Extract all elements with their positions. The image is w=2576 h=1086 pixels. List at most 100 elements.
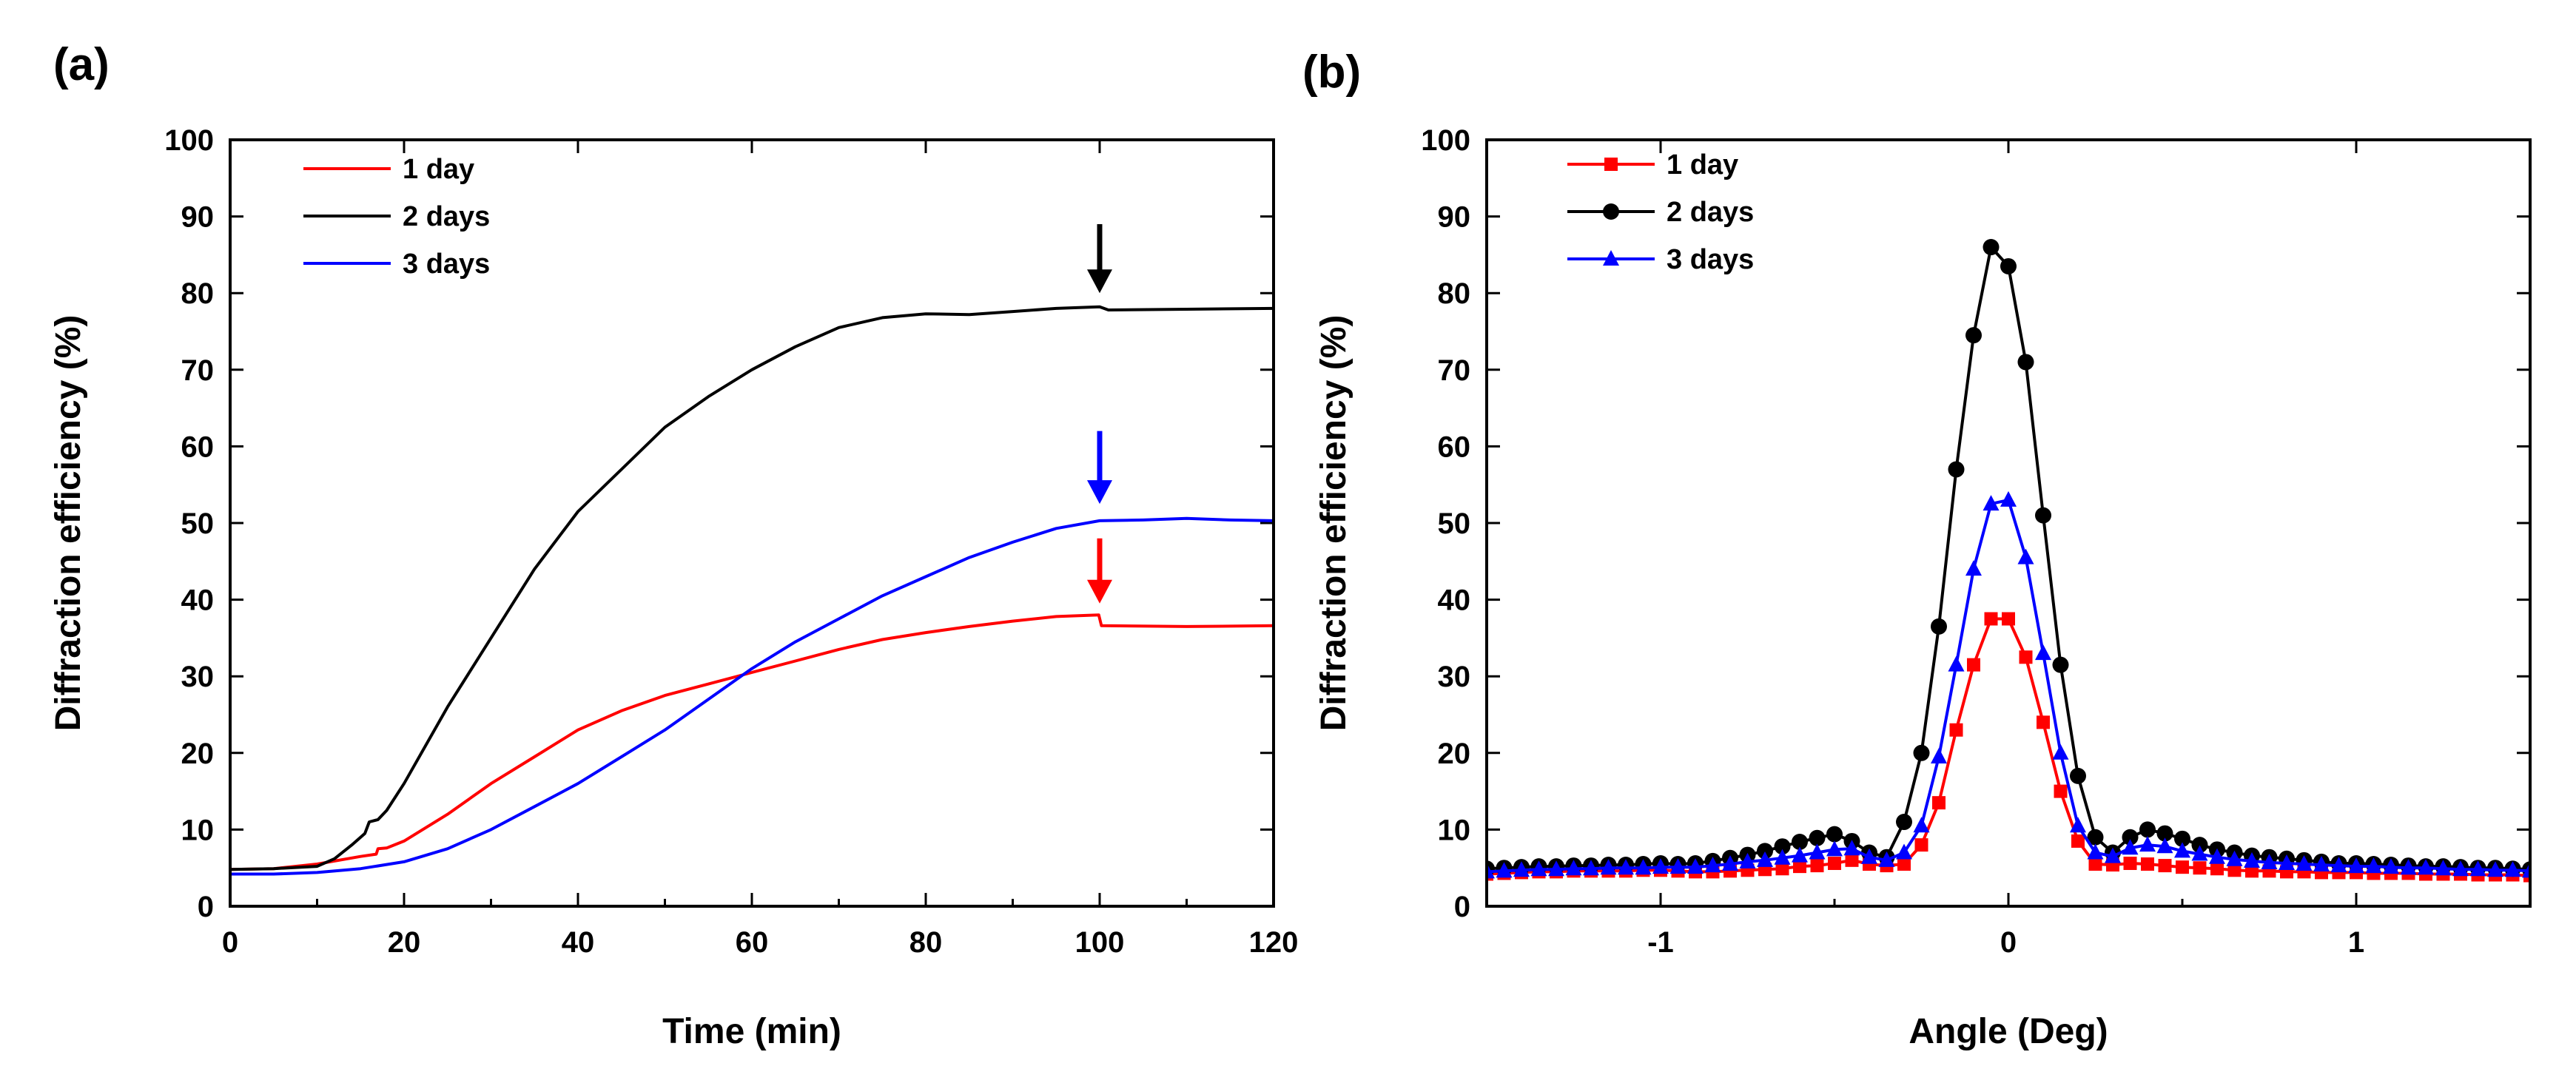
panel-b-series-3-days-marker-20 — [1826, 840, 1843, 857]
panel-b-series-1-day-marker-33 — [2054, 784, 2068, 798]
panel-b-series-3-days-marker-38 — [2139, 836, 2156, 852]
panel-b-series-3-days-marker-49 — [2330, 857, 2347, 873]
panel-a-y-axis-title: Diffraction efficiency (%) — [49, 315, 88, 732]
panel-a-legend-3-days-label: 3 days — [403, 249, 490, 280]
panel-b-series-2-days — [1487, 239, 2530, 878]
panel-b-series-3-days-marker-53 — [2400, 859, 2417, 875]
panel-b-series-3-days-marker-22 — [1861, 848, 1877, 864]
panel-b-series-3-days-marker-27 — [1948, 655, 1965, 672]
panel-b-legend-3-days-label: 3 days — [1667, 244, 1754, 275]
panel-b-series-3-days-marker-30 — [2000, 490, 2017, 507]
panel-b-series-2-days-marker-40 — [2174, 830, 2190, 847]
panel-b-series-2-days-marker-17 — [1774, 838, 1791, 855]
panel-b-series-2-days-marker-24 — [1896, 814, 1912, 831]
panel-a-arrow-2 — [1087, 538, 1112, 604]
panel-b-series-3-days-marker-14 — [1722, 855, 1738, 871]
panel-b-series-3-days-marker-19 — [1809, 843, 1826, 860]
panel-b-x-tick-label-2: 1 — [2348, 926, 2364, 959]
panel-a-legend: 1 day 2 days 3 days — [303, 154, 490, 280]
panel-a-x-tick-label-2: 40 — [562, 926, 595, 959]
panel-b-series-2-days-marker-19 — [1809, 829, 1826, 846]
panel-label-b: (b) — [1302, 47, 1361, 98]
panel-a-y-tick-label-9: 90 — [181, 201, 215, 234]
panel-a-y-tick-label-10: 100 — [164, 124, 214, 157]
panel-a-y-tick-label-2: 20 — [181, 738, 215, 770]
panel-b-series-2-days-marker-34 — [2070, 767, 2086, 784]
panel-b-series-3-days-marker-55 — [2435, 860, 2452, 876]
panel-b-legend-2-days-marker-swatch — [1603, 203, 1619, 220]
panel-a-x-tick-label-1: 20 — [388, 926, 421, 959]
panel-b-y-tick-label-0: 0 — [1454, 891, 1470, 923]
panel-a-x-tick-label-4: 80 — [909, 926, 943, 959]
panel-b-series-3-days-marker-50 — [2348, 857, 2364, 874]
panel-b-y-tick-label-8: 80 — [1438, 277, 1471, 310]
panel-a-x-tick-label-5: 100 — [1075, 926, 1125, 959]
panel-b-series-1-day-marker-43 — [2227, 863, 2242, 877]
panel-b-legend-2-days-label: 2 days — [1667, 197, 1754, 228]
panel-b-series-3-days-marker-18 — [1792, 846, 1808, 863]
panel-b-y-tick-label-5: 50 — [1438, 507, 1471, 540]
panel-b-series-1-day-marker-26 — [1932, 796, 1946, 810]
panel-a-plot-frame — [229, 138, 1275, 908]
panel-b-series-2-days-marker-33 — [2052, 656, 2069, 673]
panel-b-series-3-days-marker-40 — [2174, 842, 2190, 858]
panel-a-arrows — [1087, 223, 1112, 604]
panel-b-series-3-days-marker-46 — [2279, 854, 2295, 870]
panel-b-series-2-days-marker-16 — [1757, 843, 1773, 860]
panel-b-series-3-days-marker-8 — [1618, 859, 1634, 875]
panel-b-legend-1-day-label: 1 day — [1667, 149, 1738, 181]
panel-b-series-2-days-marker-37 — [2122, 829, 2139, 846]
panel-a-y-tick-label-8: 80 — [181, 277, 215, 310]
panel-b-series-1-day-marker-27 — [1949, 723, 1963, 737]
panel-label-a: (a) — [53, 39, 110, 90]
panel-b-series-3-days-marker-35 — [2087, 843, 2104, 860]
panel-a-y-tick-label-3: 30 — [181, 661, 215, 693]
panel-b-series-3-days-marker-15 — [1739, 852, 1756, 869]
panel-b-series-1-day-marker-41 — [2193, 861, 2207, 875]
panel-b-series-3-days-marker-59 — [2504, 861, 2521, 877]
panel-b-legend: 1 day 2 days 3 days — [1567, 149, 1754, 275]
panel-b-series-2-days-marker-31 — [2017, 354, 2034, 371]
panel-b-series-3-days-marker-56 — [2452, 860, 2469, 877]
panel-b-series-3-days-marker-23 — [1878, 851, 1895, 867]
panel-b-series-3-days-marker-13 — [1704, 857, 1721, 873]
panel-b-series-1-day-marker-24 — [1897, 857, 1911, 871]
panel-b-series-1-day-marker-40 — [2176, 860, 2189, 874]
panel-b-series-3-days-marker-7 — [1600, 859, 1617, 875]
panel-b-series-3-days-marker-47 — [2296, 855, 2313, 871]
panel-b-series-3-days-marker-16 — [1757, 851, 1773, 867]
panel-b-series-1-day-line — [1487, 617, 2530, 877]
panel-b-y-tick-label-3: 30 — [1438, 661, 1471, 693]
panel-b-series-3-days-marker-26 — [1931, 747, 1947, 763]
panel-a-legend-1-day: 1 day — [303, 154, 474, 185]
panel-b-series-3-days-marker-52 — [2383, 858, 2399, 874]
panel-b-series-1-day-marker-19 — [1810, 859, 1824, 873]
panel-b-series-3-days-marker-0 — [1487, 863, 1495, 879]
panel-b-series-3-days-marker-45 — [2261, 853, 2278, 869]
panel-b-series-3-days-marker-17 — [1774, 849, 1791, 865]
panel-a-x-tick-label-6: 120 — [1249, 926, 1299, 959]
panel-a-x-tick-label-0: 0 — [222, 926, 238, 959]
panel-b-series-2-days-marker-38 — [2139, 821, 2156, 838]
panel-b-series-3-days-marker-44 — [2244, 851, 2260, 868]
chart-panel-a: (a) 0 20 40 60 80 100 120 0 10 20 30 40 50 60 70 80 90 10… — [49, 39, 1298, 1051]
panel-b-series-1-day-marker-28 — [1967, 658, 1980, 672]
panel-a-legend-2-days-label: 2 days — [403, 201, 490, 232]
panel-b-y-tick-label-4: 40 — [1438, 584, 1471, 617]
panel-b-series-1-day-marker-25 — [1914, 838, 1928, 852]
panel-b-series-3-days-marker-33 — [2052, 743, 2069, 760]
panel-b-series-3-days-marker-39 — [2156, 837, 2173, 854]
panel-b-series-3-days-marker-25 — [1913, 817, 1930, 833]
panel-b-series-1-day-marker-30 — [2002, 612, 2015, 626]
panel-a-legend-2-days: 2 days — [303, 201, 490, 232]
panel-a-arrow-0 — [1087, 223, 1112, 294]
panel-b-series-3-days-marker-24 — [1896, 843, 1912, 860]
panel-b-series-3-days-marker-28 — [1965, 560, 1982, 576]
panel-a-y-tick-label-4: 40 — [181, 584, 215, 617]
panel-b-x-axis-title: Angle (Deg) — [1909, 1012, 2108, 1051]
panel-a-x-axis-title: Time (min) — [662, 1012, 841, 1051]
panel-b-y-tick-label-10: 100 — [1421, 124, 1470, 157]
